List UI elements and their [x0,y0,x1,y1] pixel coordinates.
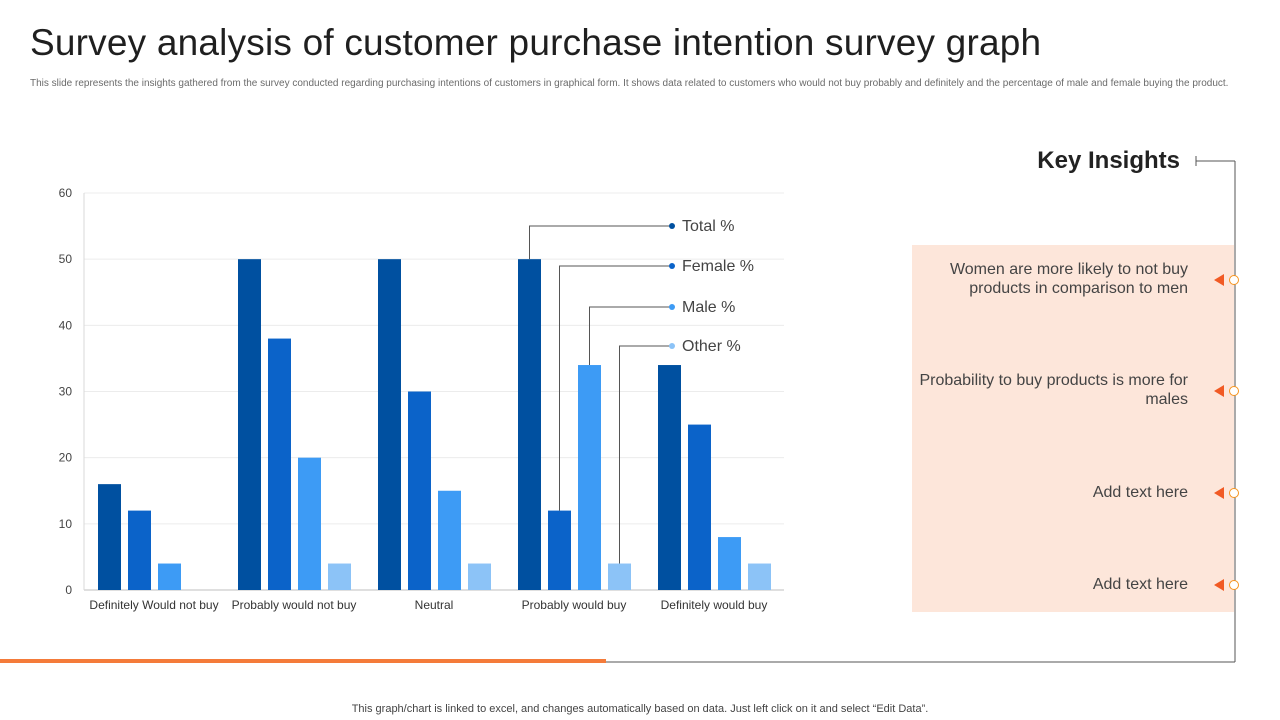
legend-label: Total % [682,218,734,235]
slide-subtitle: This slide represents the insights gathe… [30,78,1229,89]
legend-dot [669,304,675,310]
legend-dot [669,223,675,229]
slide-title: Survey analysis of customer purchase int… [30,22,1042,63]
x-tick-label: Definitely Would not buy [89,598,218,612]
legend-callout-line [529,225,672,260]
bar-female[interactable] [548,510,571,590]
footer-note: This graph/chart is linked to excel, and… [351,703,929,715]
legend-callout-line [589,306,672,366]
y-tick-label: 30 [59,385,73,399]
legend-label: Female % [682,258,754,275]
bar-male[interactable] [438,490,461,590]
bar-female[interactable] [128,510,151,590]
x-tick-label: Neutral [415,598,454,612]
key-insights-panel [912,245,1234,612]
insight-arrow-icon [1214,385,1224,397]
bar-other[interactable] [608,563,631,590]
y-tick-label: 50 [59,252,73,266]
bar-female[interactable] [268,338,291,590]
y-tick-label: 0 [65,583,72,597]
bar-male[interactable] [718,537,741,590]
insight-arrow-icon [1214,487,1224,499]
insight-arrow-icon [1214,274,1224,286]
bar-female[interactable] [688,424,711,590]
bar-other[interactable] [748,563,771,590]
insight-text-2: Probability to buy products is more for … [919,372,1188,408]
bar-total[interactable] [658,365,681,590]
y-tick-label: 20 [59,451,73,465]
x-tick-label: Probably would buy [522,598,627,612]
insight-text-4: Add text here [1092,576,1188,593]
y-tick-label: 10 [59,517,73,531]
bar-total[interactable] [238,259,261,590]
legend-dot [669,263,675,269]
x-tick-label: Probably would not buy [232,598,357,612]
x-tick-label: Definitely would buy [661,598,768,612]
bar-total[interactable] [518,259,541,590]
legend-callout-line [619,345,672,564]
insight-text-3: Add text here [1092,484,1188,501]
legend-dot [669,343,675,349]
insight-node-icon [1229,488,1239,498]
bar-male[interactable] [158,563,181,590]
bar-other[interactable] [328,563,351,590]
insight-text-1: Women are more likely to not buy product… [949,261,1188,297]
legend-label: Other % [682,338,741,355]
bar-total[interactable] [98,484,121,590]
legend-callout-line [559,265,672,511]
bar-female[interactable] [408,391,431,591]
bar-male[interactable] [578,365,601,590]
bar-male[interactable] [298,457,321,590]
legend-label: Male % [682,299,735,316]
bar-other[interactable] [468,563,491,590]
bar-total[interactable] [378,259,401,590]
insight-node-icon [1229,386,1239,396]
insight-node-icon [1229,580,1239,590]
insight-node-icon [1229,275,1239,285]
insight-arrow-icon [1214,579,1224,591]
key-insights-title: Key Insights [1037,147,1180,174]
y-tick-label: 60 [59,186,73,200]
y-tick-label: 40 [59,318,73,332]
